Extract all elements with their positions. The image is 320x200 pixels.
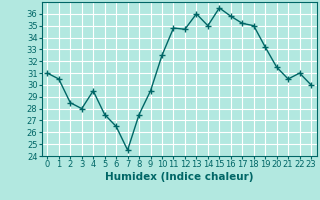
X-axis label: Humidex (Indice chaleur): Humidex (Indice chaleur) [105, 172, 253, 182]
